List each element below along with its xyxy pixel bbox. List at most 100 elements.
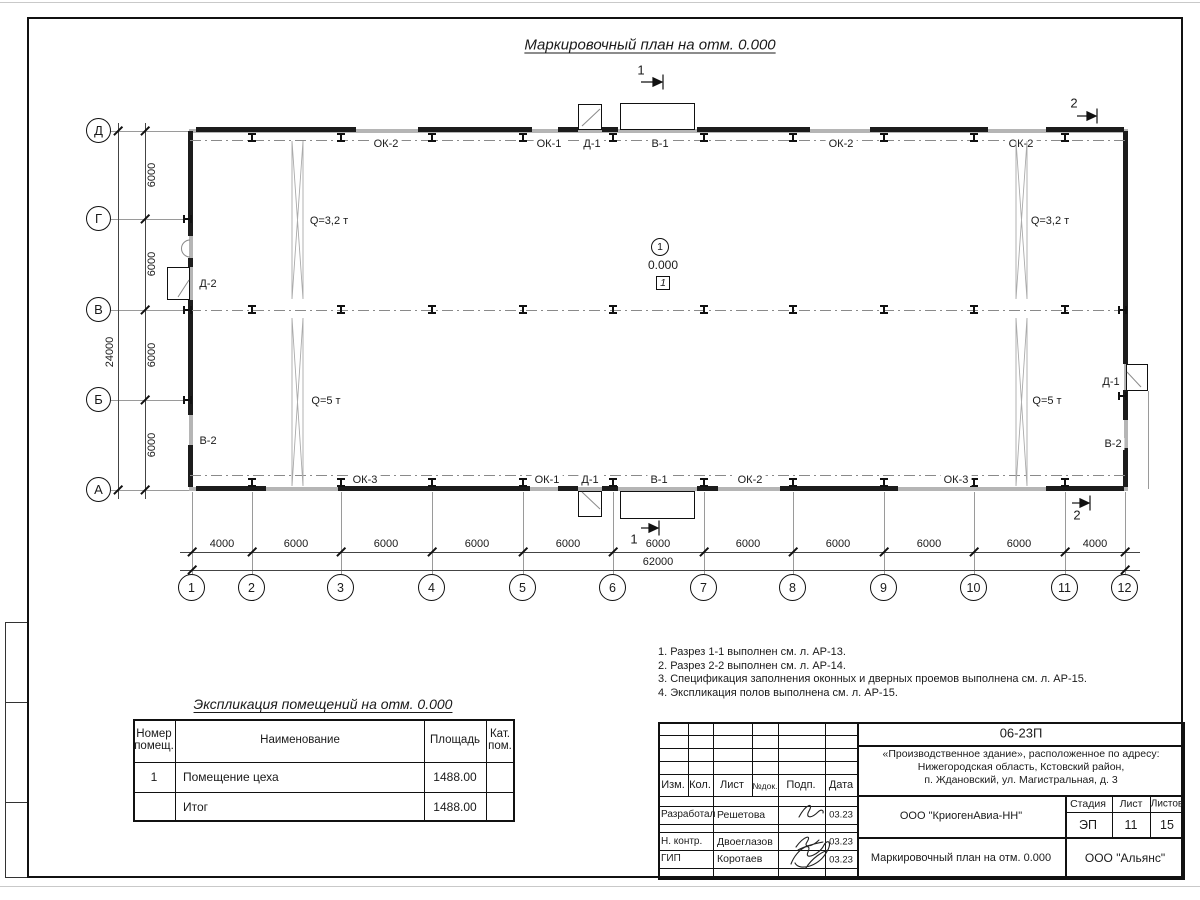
title-block-line <box>857 722 859 880</box>
title-block-line <box>658 735 857 736</box>
note-line: 1. Разрез 1-1 выполнен см. л. АР-13. <box>658 646 846 658</box>
explication-title: Экспликация помещений на отм. 0.000 <box>193 696 453 712</box>
axis-bubble: 12 <box>1111 574 1138 601</box>
window-segment <box>196 127 356 132</box>
column-symbol <box>609 478 617 487</box>
section-mark-label: 2 <box>1070 95 1078 111</box>
window-segment <box>602 127 618 132</box>
window-segment <box>780 486 898 491</box>
column-header: Наименование <box>260 734 340 746</box>
crane-capacity-label: Q=5 т <box>311 395 341 407</box>
column-symbol <box>1061 478 1069 487</box>
wall-segment <box>188 300 193 415</box>
axis-bubble: 8 <box>779 574 806 601</box>
stage-value: ЭП <box>1079 818 1097 832</box>
dimension-text: 6000 <box>645 538 671 550</box>
table-line <box>133 792 515 793</box>
role-name: Решетова <box>717 809 766 821</box>
role-label: Н. контр. <box>661 836 703 847</box>
title-block-line <box>658 761 857 762</box>
column-header: Площадь <box>429 734 481 746</box>
window-segment <box>1046 127 1124 132</box>
opening-mark: ОК-1 <box>533 138 565 150</box>
axis-bubble: Г <box>86 206 111 231</box>
title-block-line <box>658 824 857 825</box>
column-symbol <box>970 305 978 314</box>
sheet-edge-top <box>0 2 1200 3</box>
opening-mark: ОК-3 <box>349 474 381 486</box>
role-label: ГИП <box>661 853 681 864</box>
column-symbol <box>789 478 797 487</box>
window-segment <box>196 486 266 491</box>
dimension-line <box>180 552 1140 553</box>
note-line: 4. Экспликация полов выполнена см. л. АР… <box>658 686 898 699</box>
column-symbol <box>428 305 436 314</box>
column-symbol <box>880 478 888 487</box>
dimension-text: 6000 <box>555 538 581 550</box>
opening-mark: ОК-3 <box>940 474 972 486</box>
axis-extension-line <box>111 400 189 401</box>
axis-extension-line <box>1065 492 1066 574</box>
rev-header: №док. <box>752 781 778 791</box>
title-block-line <box>713 722 714 880</box>
title-block-line <box>658 806 857 807</box>
column-header: Кат. пом. <box>488 728 512 752</box>
table-cell: Помещение цеха <box>183 770 279 784</box>
table-cell: 1488.00 <box>433 770 477 784</box>
entrance-canopy <box>620 491 695 519</box>
door-leaf <box>177 108 1142 510</box>
column-symbol <box>700 478 708 487</box>
column-symbol <box>1118 392 1127 400</box>
column-symbol <box>428 478 436 487</box>
axis-bubble: 6 <box>599 574 626 601</box>
title-block-line <box>658 850 857 851</box>
axis-bubble: В <box>86 297 111 322</box>
axis-bubble: 11 <box>1051 574 1078 601</box>
role-name: Двоеглазов <box>717 836 773 848</box>
column-symbol <box>183 396 192 404</box>
axis-extension-line <box>432 492 433 574</box>
column-symbol <box>248 305 256 314</box>
opening-mark: В-2 <box>196 435 220 447</box>
column-symbol <box>700 305 708 314</box>
table-line <box>486 719 487 822</box>
column-symbol <box>970 478 978 487</box>
column-symbol <box>337 133 345 142</box>
opening-mark: ОК-2 <box>825 138 857 150</box>
axis-extension-line <box>704 492 705 574</box>
title-block-line <box>1112 795 1113 837</box>
table-line <box>424 719 425 822</box>
role-date: 03.23 <box>829 836 853 848</box>
axis-extension-line <box>111 219 189 220</box>
wall-top <box>190 129 1127 133</box>
signature <box>790 804 831 869</box>
opening-mark: Д-1 <box>578 474 602 486</box>
axis-bubble: 9 <box>870 574 897 601</box>
dimension-text: 4000 <box>209 538 235 550</box>
rev-header: Подп. <box>786 779 816 791</box>
title-block-line <box>658 832 857 833</box>
project-address-line: Нижегородская область, Кстовский район, <box>917 761 1125 773</box>
table-cell: Итог <box>183 800 209 814</box>
axis-extension-line <box>111 490 189 491</box>
sheet-value: 11 <box>1124 818 1138 832</box>
title-block-line <box>752 722 753 796</box>
rev-header: Дата <box>828 779 854 791</box>
table-cell: 1 <box>150 770 158 784</box>
axis-extension-line <box>523 492 524 574</box>
room-number-circle: 1 <box>651 238 669 256</box>
explication-table <box>133 719 515 822</box>
rev-header: Изм. <box>661 779 685 791</box>
crane-capacity-label: Q=5 т <box>1032 395 1062 407</box>
window-segment <box>602 486 618 491</box>
middle-axis-dash-line <box>190 310 1127 311</box>
dimension-text: 6000 <box>373 538 399 550</box>
window-segment <box>418 127 532 132</box>
wall-bottom <box>190 487 1127 491</box>
axis-extension-line <box>1125 492 1126 574</box>
role-date: 03.23 <box>829 854 853 866</box>
column-symbol <box>248 133 256 142</box>
wall-segment <box>188 131 193 236</box>
column-symbol <box>519 305 527 314</box>
column-symbol <box>789 305 797 314</box>
